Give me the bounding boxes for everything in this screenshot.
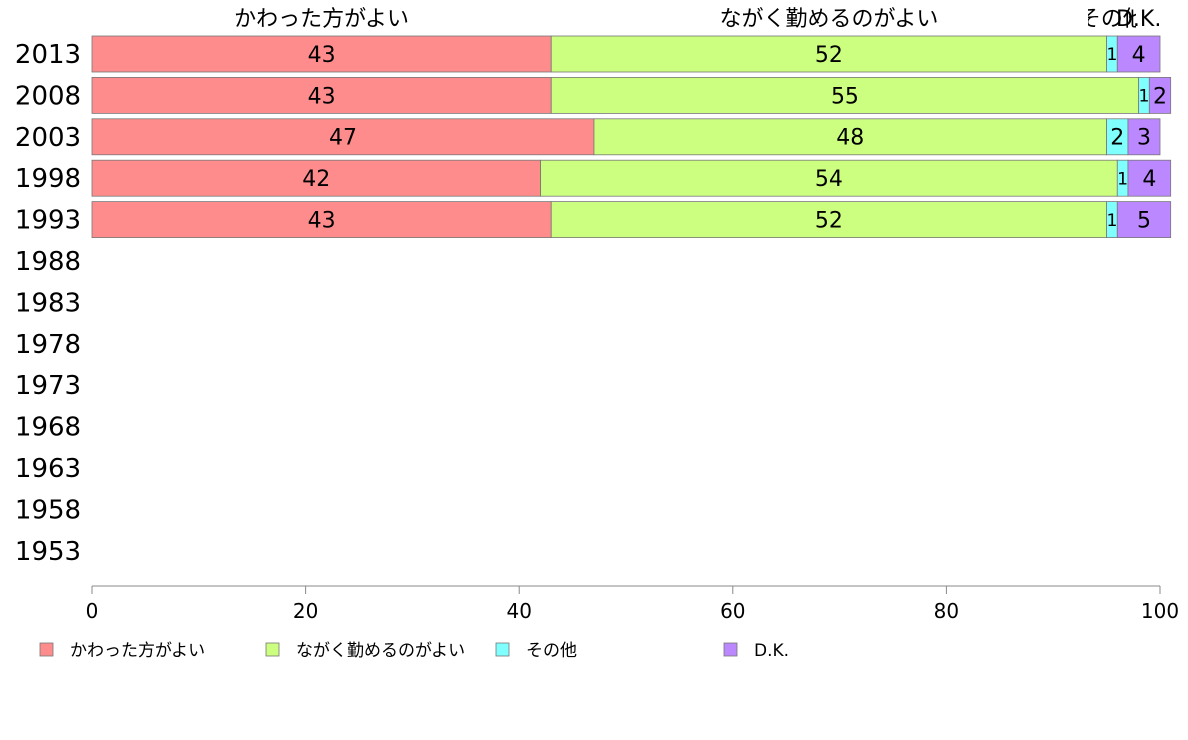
x-tick-label: 20 [293,599,318,623]
data-label: 4 [1132,43,1146,68]
data-label: 48 [836,126,864,151]
bar-segment [1127,118,1161,156]
data-label: 1 [1106,211,1117,231]
category-label: 2003 [15,123,81,153]
legend-swatch [265,642,280,657]
bar-segment [1116,35,1161,73]
data-label: 52 [815,43,843,68]
bar-segment [1148,77,1172,114]
x-tick-label: 100 [1141,599,1179,623]
data-label: 52 [815,209,843,234]
bar-segment [593,118,1108,156]
category-label: 1973 [15,371,81,401]
bar-segment [550,201,1107,239]
category-label: 1963 [15,454,81,484]
data-label: 43 [308,209,336,234]
legend-label: かわった方がよい [70,641,205,661]
data-label: 5 [1137,209,1151,234]
category-label: 1978 [15,330,81,360]
data-label: 43 [308,84,336,109]
x-tick-label: 40 [506,599,531,623]
bar-segment [550,35,1107,73]
data-label: 43 [308,43,336,68]
legend-swatch [723,642,738,657]
bar-segment [1127,159,1172,197]
x-tick-label: 80 [934,599,959,623]
bar-segment [540,159,1118,197]
legend-label: D.K. [754,641,789,661]
category-label: 1988 [15,247,81,277]
legend-swatch [39,642,54,657]
data-label: 3 [1137,126,1151,151]
category-label: 2013 [15,40,81,70]
category-label: 1998 [15,164,81,194]
category-label: 1968 [15,413,81,443]
top-series-label: ながく勤めるのがよい [719,7,938,32]
data-label: 42 [302,167,330,192]
legend-swatch [495,642,510,657]
legend-label: ながく勤めるのがよい [296,641,465,661]
category-label: 1958 [15,495,81,525]
data-label: 1 [1138,87,1149,107]
bar-segment [1116,201,1172,239]
data-label: 47 [329,126,357,151]
data-label: 55 [831,84,859,109]
bar-segment [91,201,552,239]
x-tick-label: 0 [86,599,99,623]
category-label: 1983 [15,288,81,318]
data-label: 4 [1142,167,1156,192]
data-label: 54 [815,167,843,192]
data-label: 2 [1153,84,1167,109]
data-label: 1 [1117,169,1128,189]
data-label: 1 [1106,45,1117,65]
category-label: 1953 [15,537,81,567]
bar-segment [91,118,595,156]
bar-segment [91,159,541,197]
category-label: 1993 [15,206,81,236]
top-series-label: かわった方がよい [234,7,409,32]
legend-label: その他 [526,641,577,661]
bar-segment [91,35,552,73]
top-series-label: D.K. [1116,7,1161,32]
bar-segment [550,77,1140,114]
x-tick-label: 60 [720,599,745,623]
data-label: 2 [1110,126,1124,151]
top-series-label: その他 [1079,7,1145,32]
category-label: 2008 [15,81,81,111]
